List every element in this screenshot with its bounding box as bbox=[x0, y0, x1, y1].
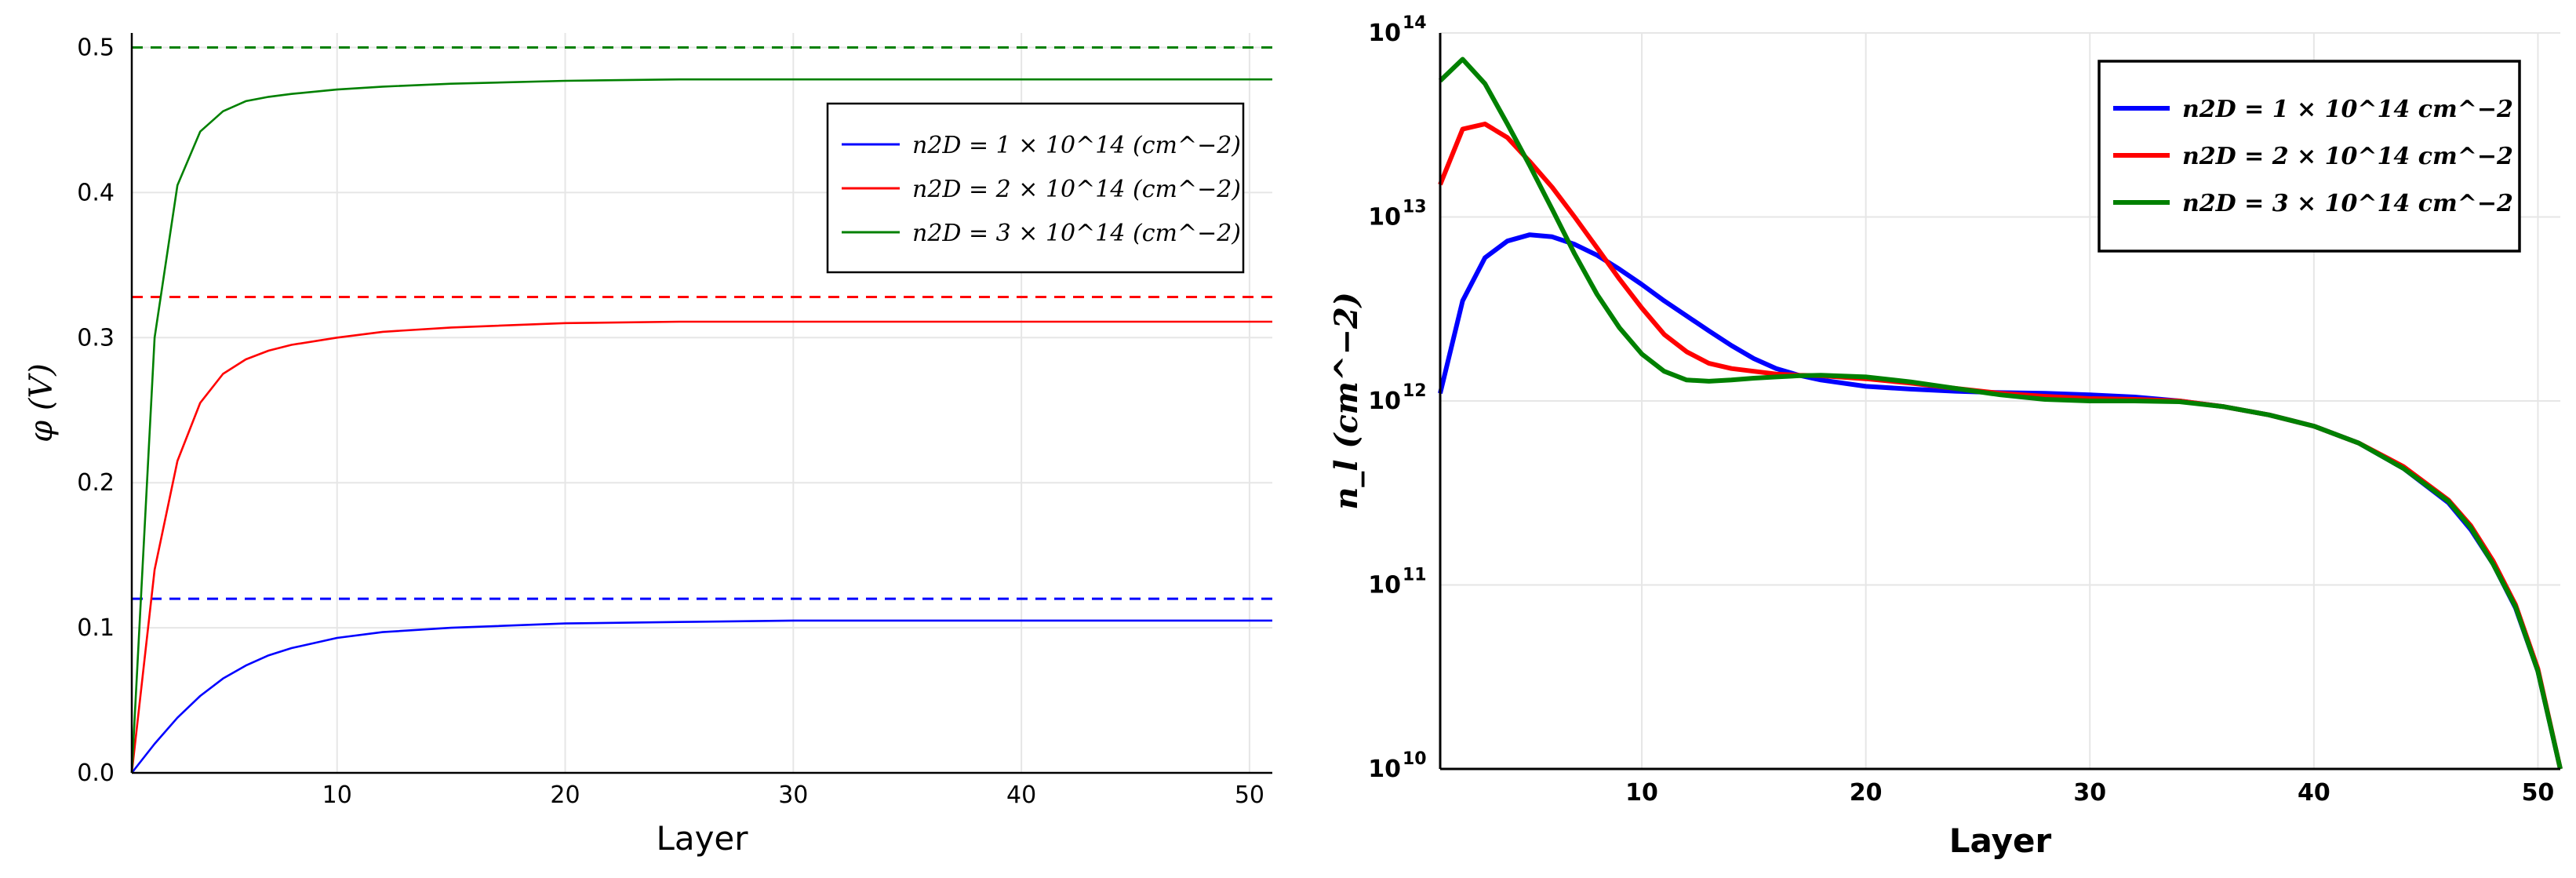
y-axis-label: n_l (cm^−2) bbox=[1328, 292, 1365, 510]
y-tick-labels: 0.0 0.1 0.2 0.3 0.4 0.5 bbox=[77, 34, 115, 787]
legend-label: n2D = 3 × 10^14 cm^−2 bbox=[2182, 190, 2513, 217]
x-tick-labels: 10 20 30 40 50 bbox=[322, 781, 1264, 809]
legend-label: n2D = 2 × 10^14 cm^−2 bbox=[2182, 143, 2513, 170]
y-tick-label: 10 bbox=[1368, 572, 1401, 599]
x-tick-label: 40 bbox=[2298, 779, 2330, 807]
y-tick-label: 0.4 bbox=[77, 179, 115, 206]
series-line-3 bbox=[130, 78, 1272, 774]
legend: n2D = 1 × 10^14 (cm^−2) n2D = 2 × 10^14 (… bbox=[826, 102, 1245, 274]
reference-lines bbox=[132, 46, 1272, 600]
series-line-1 bbox=[130, 619, 1272, 774]
legend-label: n2D = 1 × 10^14 cm^−2 bbox=[2182, 96, 2513, 123]
y-tick-label: 0.2 bbox=[77, 469, 115, 497]
x-tick-label: 20 bbox=[550, 781, 580, 809]
y-tick-exponent: 11 bbox=[1403, 566, 1427, 585]
series-lines bbox=[130, 78, 1272, 774]
legend-label: n2D = 3 × 10^14 (cm^−2) bbox=[912, 220, 1241, 247]
legend-label: n2D = 2 × 10^14 (cm^−2) bbox=[912, 176, 1241, 203]
y-tick-exponent: 14 bbox=[1403, 13, 1427, 33]
series-lines bbox=[1438, 56, 2563, 770]
y-tick-label: 10 bbox=[1368, 20, 1401, 47]
y-tick-exponent: 12 bbox=[1403, 381, 1427, 401]
series-line-3 bbox=[1438, 56, 2563, 770]
y-tick-exponent: 10 bbox=[1403, 749, 1427, 769]
y-tick-label: 0.3 bbox=[77, 324, 115, 352]
legend: n2D = 1 × 10^14 cm^−2 n2D = 2 × 10^14 cm^… bbox=[2098, 60, 2521, 253]
x-tick-label: 50 bbox=[1235, 781, 1264, 809]
x-axis-label: Layer bbox=[656, 819, 748, 858]
x-tick-label: 50 bbox=[2522, 779, 2555, 807]
x-tick-label: 20 bbox=[1850, 779, 1883, 807]
x-tick-label: 30 bbox=[778, 781, 808, 809]
x-tick-label: 40 bbox=[1006, 781, 1036, 809]
y-tick-label: 0.0 bbox=[77, 760, 115, 787]
series-line-2 bbox=[130, 320, 1272, 774]
y-tick-label: 10 bbox=[1368, 756, 1401, 783]
potential-chart: 10 20 30 40 50 0.0 0.1 0.2 0.3 0.4 0.5 Layer φ (V… bbox=[24, 33, 1272, 858]
y-tick-exponent: 13 bbox=[1403, 198, 1427, 217]
x-tick-label: 10 bbox=[322, 781, 352, 809]
y-tick-label: 0.1 bbox=[77, 614, 115, 642]
y-tick-label: 0.5 bbox=[77, 34, 115, 61]
axes-frame bbox=[130, 33, 1272, 774]
x-tick-label: 30 bbox=[2073, 779, 2106, 807]
x-tick-labels: 10 20 30 40 50 bbox=[1625, 779, 2554, 807]
y-tick-label: 10 bbox=[1368, 388, 1401, 415]
axes-frame bbox=[1439, 33, 2560, 771]
y-tick-label: 10 bbox=[1368, 204, 1401, 231]
x-axis-label: Layer bbox=[1949, 822, 2052, 860]
x-tick-label: 10 bbox=[1625, 779, 1658, 807]
legend-label: n2D = 1 × 10^14 (cm^−2) bbox=[912, 132, 1241, 159]
y-axis-label: φ (V) bbox=[24, 363, 60, 443]
y-axis-label-text: n_l (cm^−2) bbox=[1328, 292, 1365, 510]
